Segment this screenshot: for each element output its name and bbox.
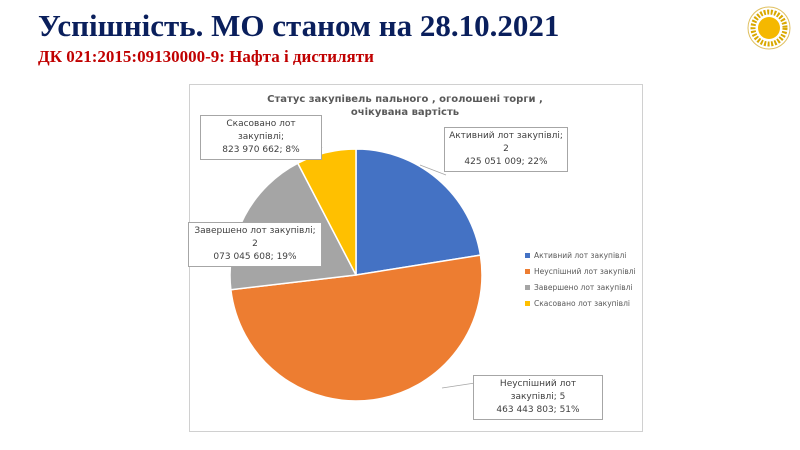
legend-swatch bbox=[525, 268, 530, 274]
legend-swatch bbox=[525, 284, 530, 290]
data-label-active: Активний лот закупівлі; 2 425 051 009; 2… bbox=[444, 127, 568, 172]
legend-swatch bbox=[525, 300, 530, 306]
data-label-unsuccessful: Неуспішний лот закупівлі; 5 463 443 803;… bbox=[473, 375, 603, 420]
legend-swatch bbox=[525, 252, 530, 258]
legend-label: Скасовано лот закупівлі bbox=[534, 298, 630, 308]
legend-item: Завершено лот закупівлі bbox=[525, 279, 636, 295]
pie-slice-unsuccessful bbox=[230, 254, 483, 402]
sun-logo-icon bbox=[747, 6, 791, 50]
pie-chart: Статус закупівель пального , оголошені т… bbox=[188, 84, 643, 432]
data-label-cancelled: Скасовано лот закупівлі; 823 970 662; 8% bbox=[200, 115, 322, 160]
leader-line-active bbox=[419, 164, 447, 176]
legend-item: Неуспішний лот закупівлі bbox=[525, 263, 636, 279]
page-title: Успішність. МО станом на 28.10.2021 bbox=[38, 8, 560, 43]
page-subtitle: ДК 021:2015:09130000-9: Нафта і дистилят… bbox=[38, 47, 374, 66]
leader-line-unsuccessful bbox=[441, 382, 476, 389]
legend-label: Активний лот закупівлі bbox=[534, 250, 627, 260]
chart-title: Статус закупівель пального , оголошені т… bbox=[267, 94, 543, 118]
pie-slice-cancelled bbox=[296, 148, 357, 276]
legend: Активний лот закупівлі Неуспішний лот за… bbox=[525, 247, 636, 311]
legend-label: Неуспішний лот закупівлі bbox=[534, 266, 636, 276]
data-label-completed: Завершено лот закупівлі; 2 073 045 608; … bbox=[188, 222, 322, 267]
legend-label: Завершено лот закупівлі bbox=[534, 282, 633, 292]
legend-item: Активний лот закупівлі bbox=[525, 247, 636, 263]
legend-item: Скасовано лот закупівлі bbox=[525, 295, 636, 311]
pie-slice-active bbox=[355, 148, 482, 276]
